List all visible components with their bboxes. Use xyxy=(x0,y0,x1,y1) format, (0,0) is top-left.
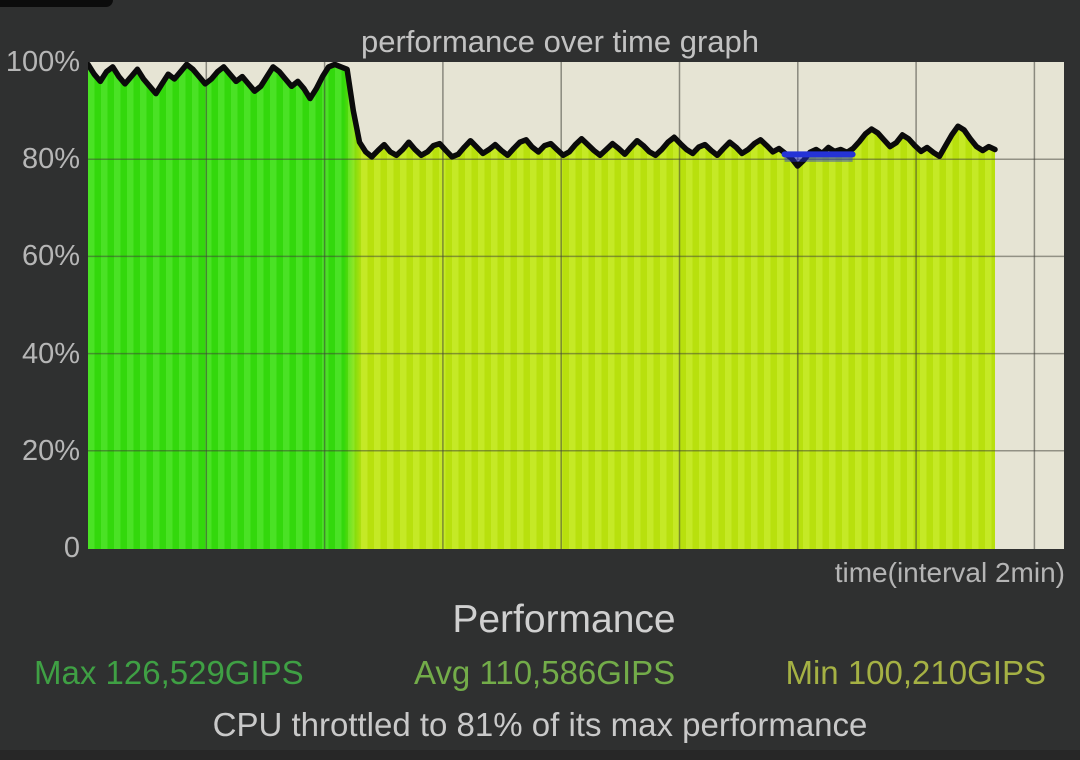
y-tick-label: 80% xyxy=(21,143,80,176)
performance-heading: Performance xyxy=(452,598,676,641)
bottom-bar xyxy=(0,750,1080,760)
stats-row: Max 126,529GIPS Avg 110,586GIPS Min 100,… xyxy=(0,654,1080,692)
y-tick-label: 60% xyxy=(21,240,80,273)
x-axis-label: time(interval 2min) xyxy=(834,557,1065,588)
y-tick-label: 100% xyxy=(5,46,80,78)
chart-title: performance over time graph xyxy=(360,24,760,59)
min-stat: Min 100,210GIPS xyxy=(785,654,1046,691)
y-axis-labels: 100% 80% 60% 40% 20% 0 xyxy=(0,0,83,600)
y-tick-label: 40% xyxy=(21,337,80,370)
top-notch xyxy=(0,0,113,7)
plot-area xyxy=(88,62,1064,549)
max-stat: Max 126,529GIPS xyxy=(34,654,304,691)
performance-chart-svg xyxy=(88,62,1064,549)
avg-stat: Avg 110,586GIPS xyxy=(414,654,676,691)
throttle-summary: CPU throttled to 81% of its max performa… xyxy=(212,706,868,743)
y-tick-label: 20% xyxy=(21,434,80,467)
y-tick-label: 0 xyxy=(63,532,80,564)
